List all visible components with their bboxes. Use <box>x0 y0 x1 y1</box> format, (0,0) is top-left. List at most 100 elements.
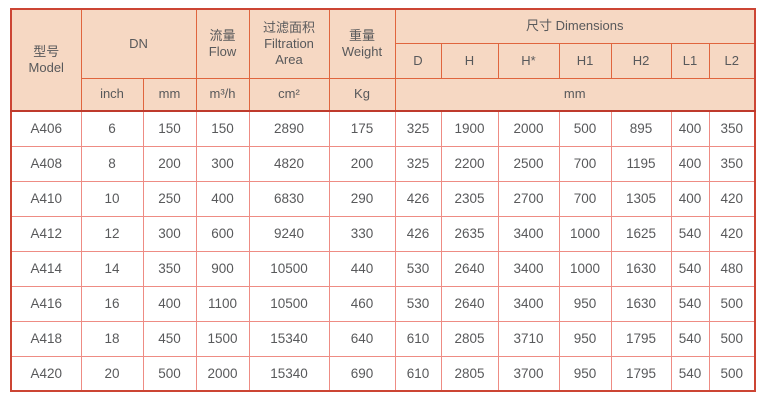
value-cell: 950 <box>558 355 612 392</box>
model-cell: A416 <box>10 285 82 322</box>
value-cell: 440 <box>328 250 396 287</box>
value-cell: 1305 <box>610 180 672 217</box>
value-cell: 3400 <box>497 250 560 287</box>
table-row: A410 10 250 400 6830 290 426 2305 2700 700 1305 400… <box>10 180 756 217</box>
value-cell: 400 <box>142 285 197 322</box>
value-cell: 1625 <box>610 215 672 252</box>
model-cell: A410 <box>10 180 82 217</box>
header-row-units: inch mm m³/h cm² Kg mm <box>11 77 756 112</box>
value-cell: 530 <box>394 250 442 287</box>
header-dn: DN <box>80 8 197 79</box>
header-dim-hstar: H* <box>497 42 560 79</box>
value-cell: 400 <box>670 145 710 182</box>
model-cell: A408 <box>10 145 82 182</box>
value-cell: 150 <box>195 110 250 147</box>
value-cell: 18 <box>80 320 144 357</box>
value-cell: 1195 <box>610 145 672 182</box>
value-cell: 1500 <box>195 320 250 357</box>
value-cell: 3710 <box>497 320 560 357</box>
model-cell: A420 <box>10 355 82 392</box>
value-cell: 540 <box>670 215 710 252</box>
value-cell: 14 <box>80 250 144 287</box>
value-cell: 1900 <box>440 110 499 147</box>
header-row-dimension-letters: D H H* H1 H2 L1 L2 <box>11 42 756 79</box>
value-cell: 700 <box>558 180 612 217</box>
value-cell: 540 <box>670 285 710 322</box>
model-cell: A412 <box>10 215 82 252</box>
value-cell: 1630 <box>610 285 672 322</box>
value-cell: 2305 <box>440 180 499 217</box>
table-row: A416 16 400 1100 10500 460 530 2640 3400 950 1630 5… <box>10 285 756 322</box>
value-cell: 8 <box>80 145 144 182</box>
value-cell: 2000 <box>497 110 560 147</box>
value-cell: 325 <box>394 110 442 147</box>
value-cell: 350 <box>142 250 197 287</box>
value-cell: 1630 <box>610 250 672 287</box>
header-unit-area: cm² <box>248 77 330 112</box>
value-cell: 1100 <box>195 285 250 322</box>
table-row: A418 18 450 1500 15340 640 610 2805 3710 950 1795 5… <box>10 320 756 357</box>
value-cell: 20 <box>80 355 144 392</box>
header-weight: 重量 Weight <box>328 8 396 79</box>
value-cell: 330 <box>328 215 396 252</box>
value-cell: 175 <box>328 110 396 147</box>
value-cell: 325 <box>394 145 442 182</box>
model-cell: A406 <box>10 110 82 147</box>
value-cell: 426 <box>394 215 442 252</box>
value-cell: 500 <box>708 355 756 392</box>
value-cell: 500 <box>708 320 756 357</box>
value-cell: 500 <box>142 355 197 392</box>
table-header: 型号 Model DN 流量 Flow 过滤面积 Filtration Area… <box>10 8 756 112</box>
value-cell: 200 <box>328 145 396 182</box>
value-cell: 1000 <box>558 250 612 287</box>
value-cell: 610 <box>394 355 442 392</box>
value-cell: 300 <box>195 145 250 182</box>
header-dim-d: D <box>394 42 442 79</box>
value-cell: 250 <box>142 180 197 217</box>
value-cell: 610 <box>394 320 442 357</box>
value-cell: 2805 <box>440 320 499 357</box>
value-cell: 4820 <box>248 145 330 182</box>
value-cell: 3700 <box>497 355 560 392</box>
value-cell: 500 <box>708 285 756 322</box>
header-flow: 流量 Flow <box>195 8 250 79</box>
value-cell: 2890 <box>248 110 330 147</box>
value-cell: 300 <box>142 215 197 252</box>
value-cell: 420 <box>708 215 756 252</box>
value-cell: 540 <box>670 355 710 392</box>
value-cell: 2200 <box>440 145 499 182</box>
header-dim-l1: L1 <box>670 42 710 79</box>
value-cell: 2640 <box>440 285 499 322</box>
header-unit-mm: mm <box>142 77 197 112</box>
table-row: A414 14 350 900 10500 440 530 2640 3400 1000 1630 5… <box>10 250 756 287</box>
header-dim-h1: H1 <box>558 42 612 79</box>
value-cell: 9240 <box>248 215 330 252</box>
header-dim-h: H <box>440 42 499 79</box>
table-body: A406 6 150 150 2890 175 325 1900 2000 500 895 400 35… <box>10 110 756 392</box>
header-unit-dimensions: mm <box>394 77 756 112</box>
value-cell: 700 <box>558 145 612 182</box>
value-cell: 10500 <box>248 250 330 287</box>
value-cell: 950 <box>558 320 612 357</box>
model-cell: A418 <box>10 320 82 357</box>
value-cell: 426 <box>394 180 442 217</box>
value-cell: 3400 <box>497 215 560 252</box>
value-cell: 900 <box>195 250 250 287</box>
value-cell: 420 <box>708 180 756 217</box>
value-cell: 1795 <box>610 355 672 392</box>
value-cell: 15340 <box>248 320 330 357</box>
value-cell: 350 <box>708 145 756 182</box>
value-cell: 2500 <box>497 145 560 182</box>
value-cell: 2805 <box>440 355 499 392</box>
table-row: A406 6 150 150 2890 175 325 1900 2000 500 895 400 35… <box>10 110 756 147</box>
value-cell: 480 <box>708 250 756 287</box>
value-cell: 3400 <box>497 285 560 322</box>
value-cell: 460 <box>328 285 396 322</box>
table-row: A412 12 300 600 9240 330 426 2635 3400 1000 1625 54… <box>10 215 756 252</box>
model-cell: A414 <box>10 250 82 287</box>
value-cell: 530 <box>394 285 442 322</box>
value-cell: 400 <box>670 110 710 147</box>
value-cell: 15340 <box>248 355 330 392</box>
value-cell: 16 <box>80 285 144 322</box>
value-cell: 400 <box>670 180 710 217</box>
